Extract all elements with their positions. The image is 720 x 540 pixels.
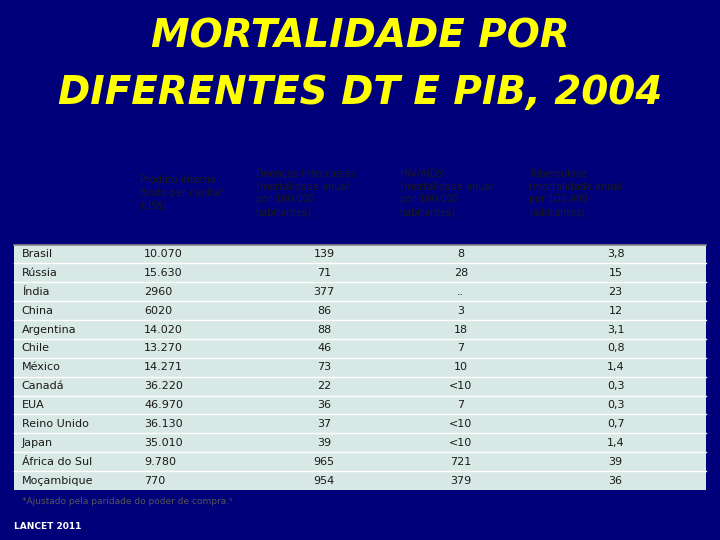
Text: Brasil: Brasil <box>22 249 53 259</box>
Text: 9.780: 9.780 <box>144 457 176 467</box>
Text: 13.270: 13.270 <box>144 343 183 354</box>
Text: Japan: Japan <box>22 438 53 448</box>
Text: África do Sul: África do Sul <box>22 457 92 467</box>
Bar <box>14 434 706 452</box>
Text: Produto Interno
Bruto per capita*
(US$): Produto Interno Bruto per capita* (US$) <box>140 175 225 211</box>
Text: 15.630: 15.630 <box>144 268 183 278</box>
Text: 7: 7 <box>457 400 464 410</box>
Text: 0,8: 0,8 <box>607 343 624 354</box>
Text: Reino Unido: Reino Unido <box>22 419 89 429</box>
Bar <box>14 452 706 471</box>
Text: 3,8: 3,8 <box>607 249 624 259</box>
Text: 46.970: 46.970 <box>144 400 183 410</box>
Text: 10.070: 10.070 <box>144 249 183 259</box>
Text: 2960: 2960 <box>144 287 172 297</box>
Text: 36.130: 36.130 <box>144 419 183 429</box>
Text: MORTALIDADE POR: MORTALIDADE POR <box>150 17 570 55</box>
Text: <10: <10 <box>449 419 472 429</box>
Bar <box>14 377 706 396</box>
Text: 1,4: 1,4 <box>607 362 624 372</box>
Text: 36.220: 36.220 <box>144 381 183 391</box>
Text: 28: 28 <box>454 268 468 278</box>
Text: 23: 23 <box>608 287 623 297</box>
Text: China: China <box>22 306 53 316</box>
Text: 18: 18 <box>454 325 468 335</box>
Text: 46: 46 <box>317 343 331 354</box>
Text: 22: 22 <box>317 381 331 391</box>
Text: 6020: 6020 <box>144 306 172 316</box>
Bar <box>14 320 706 339</box>
Text: 0,7: 0,7 <box>607 419 624 429</box>
Bar <box>14 471 706 490</box>
Text: Tuberculose
(mortalidade anual
por 100.000
habitantes): Tuberculose (mortalidade anual por 100.0… <box>529 168 623 217</box>
Text: <10: <10 <box>449 438 472 448</box>
Text: Doenças Infecciosas
(mortalidade anual
por 100.000
habitantes): Doenças Infecciosas (mortalidade anual p… <box>256 168 355 217</box>
Text: 39: 39 <box>608 457 623 467</box>
Text: 0,3: 0,3 <box>607 381 624 391</box>
Text: 965: 965 <box>313 457 335 467</box>
Text: 379: 379 <box>450 476 472 485</box>
Text: 71: 71 <box>317 268 331 278</box>
Text: 8: 8 <box>457 249 464 259</box>
Text: 88: 88 <box>317 325 331 335</box>
Text: México: México <box>22 362 60 372</box>
Bar <box>14 415 706 434</box>
Text: 14.271: 14.271 <box>144 362 183 372</box>
Text: 36: 36 <box>608 476 623 485</box>
Text: Chile: Chile <box>22 343 50 354</box>
Bar <box>14 245 706 264</box>
Bar <box>14 358 706 377</box>
Text: 35.010: 35.010 <box>144 438 183 448</box>
Bar <box>14 301 706 320</box>
Bar <box>14 264 706 282</box>
Text: LANCET 2011: LANCET 2011 <box>14 522 82 531</box>
Text: ..: .. <box>457 287 464 297</box>
Text: 7: 7 <box>457 343 464 354</box>
Text: Índia: Índia <box>22 287 49 297</box>
Text: 12: 12 <box>608 306 623 316</box>
Text: *Ajustado pela paridade do poder de compra.ˢ: *Ajustado pela paridade do poder de comp… <box>22 497 232 506</box>
Bar <box>14 396 706 415</box>
Text: Canadá: Canadá <box>22 381 64 391</box>
Text: 770: 770 <box>144 476 166 485</box>
Text: 15: 15 <box>608 268 623 278</box>
Text: Rússia: Rússia <box>22 268 58 278</box>
Text: 721: 721 <box>450 457 472 467</box>
Text: 0,3: 0,3 <box>607 400 624 410</box>
Text: 3: 3 <box>457 306 464 316</box>
Text: Argentina: Argentina <box>22 325 76 335</box>
Text: 39: 39 <box>317 438 331 448</box>
Text: 954: 954 <box>313 476 335 485</box>
Text: 139: 139 <box>313 249 335 259</box>
Text: 1,4: 1,4 <box>607 438 624 448</box>
Text: <10: <10 <box>449 381 472 391</box>
Text: 10: 10 <box>454 362 468 372</box>
Text: 86: 86 <box>317 306 331 316</box>
Text: EUA: EUA <box>22 400 45 410</box>
Bar <box>14 282 706 301</box>
Text: 14.020: 14.020 <box>144 325 183 335</box>
Text: 73: 73 <box>317 362 331 372</box>
Text: HIV/AIDS
(mortalidade anual
por 100.000
habitantes): HIV/AIDS (mortalidade anual por 100.000 … <box>400 168 493 217</box>
Text: DIFERENTES DT E PIB, 2004: DIFERENTES DT E PIB, 2004 <box>58 75 662 112</box>
Text: Moçambique: Moçambique <box>22 476 93 485</box>
Bar <box>14 339 706 358</box>
Text: 36: 36 <box>317 400 331 410</box>
Text: 37: 37 <box>317 419 331 429</box>
Text: 3,1: 3,1 <box>607 325 624 335</box>
Text: 377: 377 <box>313 287 335 297</box>
